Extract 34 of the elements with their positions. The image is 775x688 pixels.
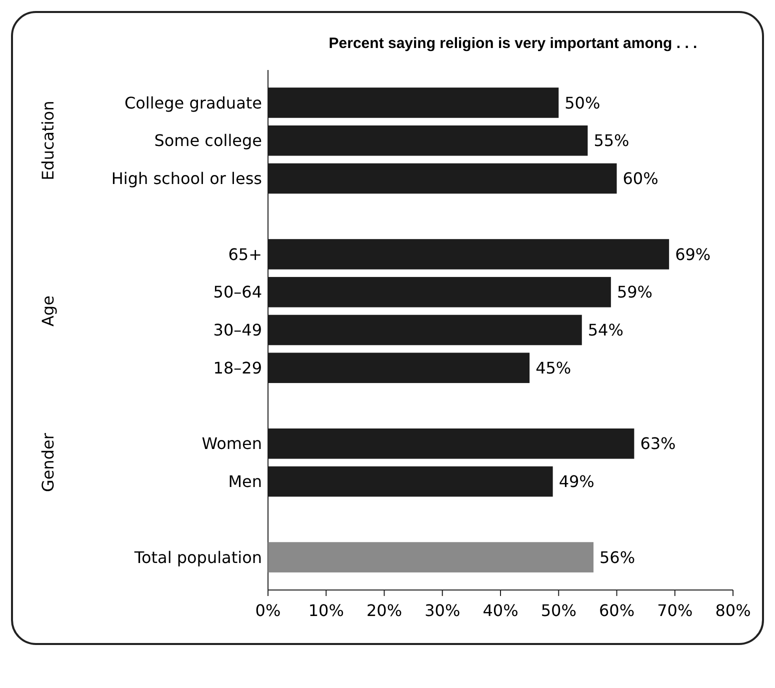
x-tick-label: 40% — [482, 601, 518, 620]
y-tick-label: Total population — [133, 548, 262, 567]
x-tick-label: 10% — [308, 601, 344, 620]
y-tick-label: College graduate — [124, 93, 262, 112]
x-tick-label: 20% — [366, 601, 402, 620]
y-tick-label: 65+ — [228, 244, 262, 264]
y-tick-label: Women — [202, 434, 262, 454]
data-label: 54% — [588, 320, 624, 340]
data-label: 63% — [640, 434, 676, 454]
text: Gender — [38, 432, 58, 492]
data-label: 55% — [594, 131, 630, 150]
y-tick-label: 18–29 — [213, 358, 262, 378]
x-tick-label: 60% — [598, 601, 635, 620]
text: Age — [38, 296, 58, 327]
y-tick-label: Some college — [154, 131, 262, 150]
y-tick-label: High school or less — [111, 169, 262, 188]
data-label: 60% — [622, 169, 658, 188]
x-tick-label: 30% — [424, 601, 460, 620]
x-tick-label: 50% — [540, 601, 576, 620]
x-tick-label: 70% — [657, 601, 693, 620]
y-tick-label: 30–49 — [213, 320, 262, 340]
text: Education — [38, 100, 58, 180]
y-tick-label: Men — [228, 472, 262, 492]
y-tick-label: 50–64 — [213, 282, 262, 302]
x-tick-label: 0% — [255, 601, 281, 620]
chart-title: Percent saying religion is very important among . . . — [328, 35, 698, 52]
data-label: 50% — [564, 93, 600, 112]
data-label: 56% — [600, 548, 636, 567]
x-tick-label: 80% — [715, 601, 751, 620]
data-label: 49% — [558, 472, 594, 492]
data-label: 45% — [536, 358, 572, 378]
data-label: 59% — [616, 282, 652, 302]
bar — [268, 542, 594, 572]
data-label: 69% — [675, 244, 711, 264]
